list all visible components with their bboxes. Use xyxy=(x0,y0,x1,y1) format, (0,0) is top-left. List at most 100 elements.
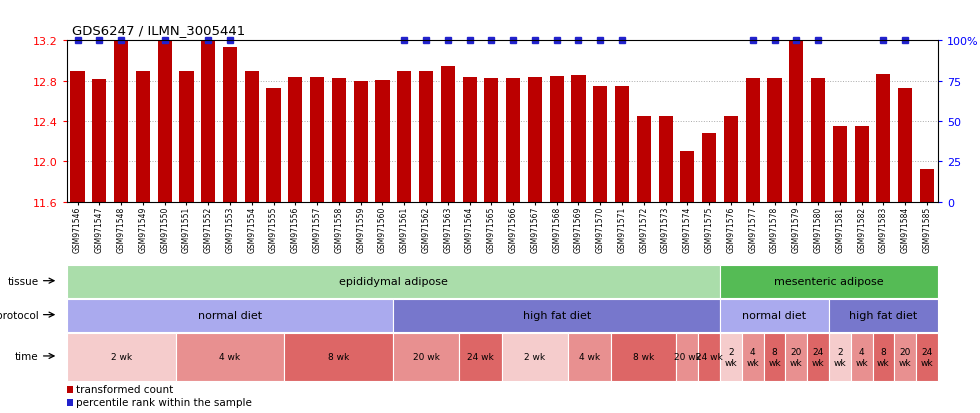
Text: 20
wk: 20 wk xyxy=(899,347,911,367)
Bar xyxy=(284,333,393,381)
Text: normal diet: normal diet xyxy=(743,311,807,320)
Text: high fat diet: high fat diet xyxy=(522,311,591,320)
Bar xyxy=(288,78,303,202)
Bar xyxy=(876,74,891,202)
Bar xyxy=(418,71,433,202)
Bar xyxy=(67,299,393,332)
Text: 20 wk: 20 wk xyxy=(674,353,701,361)
Bar xyxy=(175,333,284,381)
Bar xyxy=(833,127,847,202)
Text: 8 wk: 8 wk xyxy=(328,353,350,361)
Bar xyxy=(67,386,74,393)
Bar xyxy=(612,333,676,381)
Text: 4
wk: 4 wk xyxy=(856,347,868,367)
Bar xyxy=(742,333,763,381)
Text: 8
wk: 8 wk xyxy=(877,347,890,367)
Text: mesenteric adipose: mesenteric adipose xyxy=(774,277,884,287)
Bar xyxy=(528,78,542,202)
Bar xyxy=(720,333,742,381)
Bar xyxy=(506,78,520,202)
Bar xyxy=(916,333,938,381)
Bar xyxy=(680,152,695,202)
Bar xyxy=(114,41,128,202)
Text: 24 wk: 24 wk xyxy=(467,353,494,361)
Bar xyxy=(785,333,808,381)
Text: tissue: tissue xyxy=(8,276,39,286)
Bar xyxy=(92,80,107,202)
Bar xyxy=(767,78,782,202)
Text: 4 wk: 4 wk xyxy=(220,353,240,361)
Bar xyxy=(571,76,586,202)
Bar xyxy=(615,87,629,202)
Bar xyxy=(393,299,720,332)
Bar xyxy=(484,78,499,202)
Bar xyxy=(593,87,608,202)
Bar xyxy=(397,71,412,202)
Text: 2 wk: 2 wk xyxy=(524,353,546,361)
Bar xyxy=(567,333,612,381)
Bar xyxy=(71,71,84,202)
Bar xyxy=(441,66,455,202)
Text: 24
wk: 24 wk xyxy=(811,347,824,367)
Bar xyxy=(720,265,938,298)
Bar xyxy=(920,169,934,202)
Text: 4
wk: 4 wk xyxy=(747,347,760,367)
Bar xyxy=(659,117,672,202)
Text: epididymal adipose: epididymal adipose xyxy=(339,277,448,287)
Bar xyxy=(811,78,825,202)
Bar xyxy=(872,333,895,381)
Bar xyxy=(267,89,280,202)
Bar xyxy=(550,76,564,202)
Bar xyxy=(895,333,916,381)
Bar xyxy=(67,265,720,298)
Bar xyxy=(746,78,760,202)
Bar xyxy=(720,299,829,332)
Text: 4 wk: 4 wk xyxy=(579,353,600,361)
Bar xyxy=(808,333,829,381)
Text: 24 wk: 24 wk xyxy=(696,353,722,361)
Text: percentile rank within the sample: percentile rank within the sample xyxy=(75,397,252,407)
Text: 20 wk: 20 wk xyxy=(413,353,439,361)
Text: 20
wk: 20 wk xyxy=(790,347,803,367)
Bar xyxy=(851,333,872,381)
Bar xyxy=(332,78,346,202)
Text: 2
wk: 2 wk xyxy=(724,347,737,367)
Bar xyxy=(67,333,175,381)
Bar xyxy=(503,333,567,381)
Bar xyxy=(829,299,938,332)
Bar xyxy=(179,71,193,202)
Bar xyxy=(245,71,259,202)
Bar xyxy=(354,81,368,202)
Text: transformed count: transformed count xyxy=(75,385,173,394)
Bar xyxy=(855,127,868,202)
Bar xyxy=(222,48,237,202)
Text: protocol: protocol xyxy=(0,310,39,320)
Bar xyxy=(898,89,912,202)
Bar xyxy=(463,78,476,202)
Bar xyxy=(375,81,389,202)
Bar xyxy=(310,78,324,202)
Bar xyxy=(676,333,699,381)
Bar xyxy=(699,333,720,381)
Text: time: time xyxy=(15,351,39,361)
Bar xyxy=(393,333,459,381)
Text: 2 wk: 2 wk xyxy=(111,353,131,361)
Text: 8
wk: 8 wk xyxy=(768,347,781,367)
Text: 2
wk: 2 wk xyxy=(834,347,846,367)
Text: 24
wk: 24 wk xyxy=(920,347,933,367)
Bar xyxy=(789,41,804,202)
Bar xyxy=(459,333,503,381)
Bar xyxy=(702,134,716,202)
Text: 8 wk: 8 wk xyxy=(633,353,655,361)
Bar xyxy=(763,333,785,381)
Text: high fat diet: high fat diet xyxy=(850,311,917,320)
Bar xyxy=(829,333,851,381)
Bar xyxy=(136,71,150,202)
Bar xyxy=(724,117,738,202)
Text: normal diet: normal diet xyxy=(198,311,262,320)
Bar xyxy=(201,41,216,202)
Bar xyxy=(637,117,651,202)
Text: GDS6247 / ILMN_3005441: GDS6247 / ILMN_3005441 xyxy=(72,24,245,37)
Bar xyxy=(67,399,74,406)
Bar xyxy=(158,41,172,202)
